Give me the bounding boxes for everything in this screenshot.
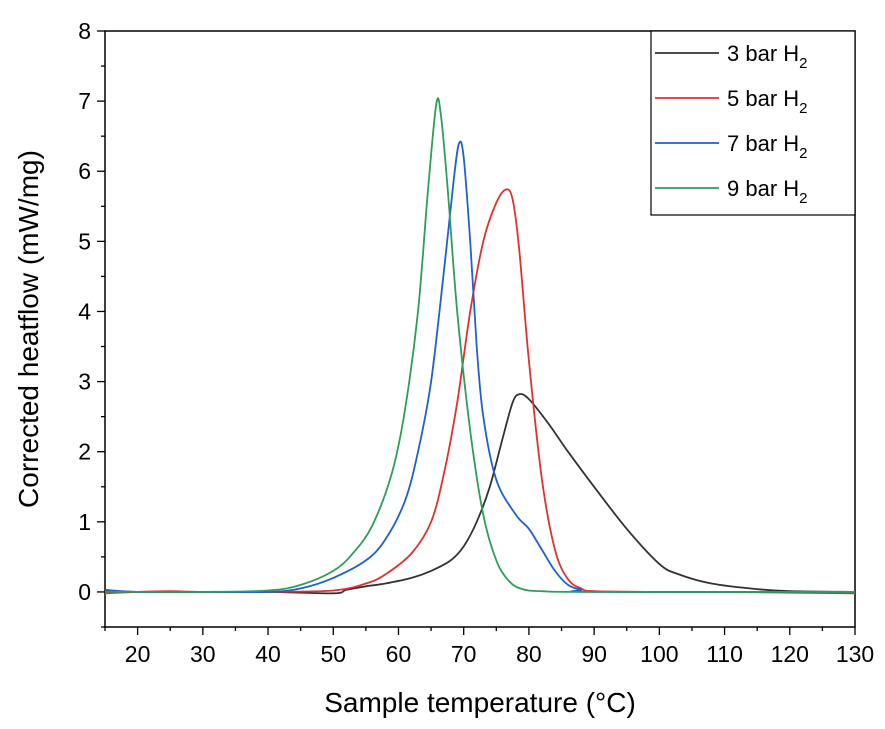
y-axis-ticks: 0 1 2 3 4 5 6 7 8 (78, 18, 105, 628)
y-tick-label: 8 (78, 18, 91, 44)
y-axis-title: Corrected heatflow (mW/mg) (13, 150, 44, 508)
x-axis-ticks: 20 30 40 50 60 70 80 90 100 110 120 130 (104, 627, 874, 667)
y-tick-label: 3 (78, 369, 91, 395)
y-tick-label: 6 (78, 158, 91, 184)
x-tick-label: 40 (255, 641, 281, 667)
legend-box (650, 30, 856, 216)
x-tick-label: 110 (706, 641, 743, 667)
x-axis-title: Sample temperature (°C) (324, 687, 636, 718)
series-line-3 (104, 140, 856, 594)
y-tick-label: 2 (78, 439, 91, 465)
y-tick-label: 0 (78, 579, 91, 605)
series-line-1 (104, 393, 856, 595)
x-tick-label: 90 (581, 641, 607, 667)
series-line-2 (104, 188, 856, 595)
x-tick-label: 60 (386, 641, 412, 667)
y-tick-label: 7 (78, 88, 91, 114)
x-tick-label: 80 (516, 641, 542, 667)
x-tick-label: 50 (320, 641, 346, 667)
y-tick-label: 4 (78, 298, 91, 324)
legend: 3 bar H25 bar H27 bar H29 bar H2 (650, 30, 856, 216)
plot-area-border (104, 30, 856, 628)
y-tick-label: 1 (78, 509, 91, 535)
series-layer (104, 97, 856, 595)
y-tick-label: 5 (78, 228, 91, 254)
x-tick-label: 70 (451, 641, 477, 667)
plot-frame (104, 30, 856, 628)
series-line-4 (104, 97, 856, 593)
x-tick-label: 30 (190, 641, 216, 667)
x-tick-label: 100 (640, 641, 678, 667)
x-tick-label: 20 (125, 641, 151, 667)
x-tick-label: 130 (836, 641, 874, 667)
x-tick-label: 120 (771, 641, 809, 667)
